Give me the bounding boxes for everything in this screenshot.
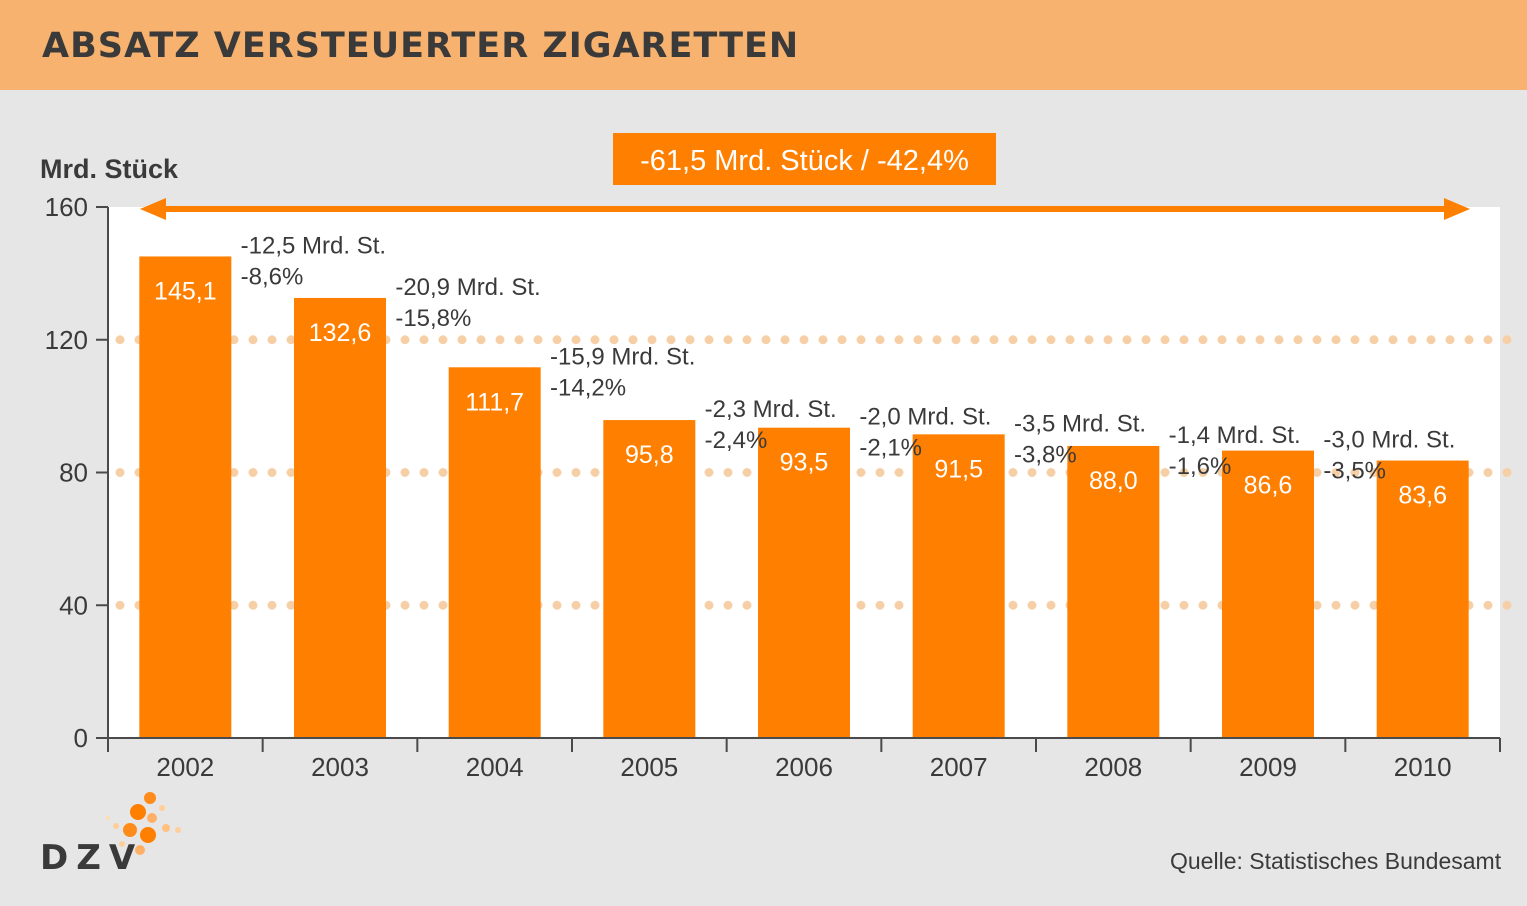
bar-value-label: 145,1 — [154, 277, 217, 305]
bar-value-label: 132,6 — [309, 319, 372, 347]
x-tick-label: 2005 — [620, 752, 678, 782]
x-tick-label: 2004 — [466, 752, 524, 782]
bar-value-label: 91,5 — [934, 455, 983, 483]
bar-value-label: 93,5 — [780, 449, 829, 477]
x-tick-label: 2006 — [775, 752, 833, 782]
y-tick-label: 40 — [59, 590, 88, 620]
change-pct-label: -1,6% — [1169, 453, 1232, 480]
x-tick-label: 2002 — [156, 752, 214, 782]
total-change-box — [613, 133, 996, 185]
bar-2007 — [912, 434, 1005, 738]
change-abs-label: -1,4 Mrd. St. — [1169, 422, 1301, 449]
y-axis-title: Mrd. Stück — [40, 154, 179, 184]
arrow-right-head — [1444, 198, 1470, 220]
x-tick-label: 2007 — [930, 752, 988, 782]
bar-2002 — [139, 256, 232, 738]
change-abs-label: -15,9 Mrd. St. — [550, 343, 695, 370]
change-pct-label: -15,8% — [395, 305, 471, 332]
change-abs-label: -3,5 Mrd. St. — [1014, 410, 1146, 437]
bar-2003 — [294, 297, 386, 738]
total-change-label: -61,5 Mrd. Stück / -42,4% — [640, 145, 969, 177]
bar-2005 — [603, 420, 696, 738]
y-tick-label: 120 — [45, 325, 88, 355]
bar-value-label: 111,7 — [465, 388, 524, 416]
change-pct-label: -2,1% — [859, 435, 922, 462]
bar-2008 — [1067, 445, 1160, 738]
bar-2004 — [448, 367, 541, 738]
change-pct-label: -14,2% — [550, 374, 626, 401]
dzv-logo-text: DZV — [40, 838, 144, 878]
change-abs-label: -3,0 Mrd. St. — [1323, 427, 1455, 454]
bar-2010 — [1376, 460, 1469, 738]
x-tick-label: 2010 — [1394, 752, 1452, 782]
x-tick-label: 2009 — [1239, 752, 1297, 782]
y-tick-label: 0 — [74, 723, 88, 753]
arrow-left-head — [140, 198, 166, 220]
y-tick-label: 160 — [45, 192, 88, 222]
change-pct-label: -8,6% — [241, 263, 304, 290]
change-pct-label: -3,5% — [1323, 458, 1386, 485]
x-tick-label: 2003 — [311, 752, 369, 782]
y-tick-label: 80 — [59, 458, 88, 488]
change-pct-label: -2,4% — [705, 427, 768, 454]
bar-2006 — [758, 427, 850, 738]
change-abs-label: -20,9 Mrd. St. — [395, 274, 540, 301]
title-bar: ABSATZ VERSTEUERTER ZIGARETTEN — [0, 0, 1527, 90]
chart-title: ABSATZ VERSTEUERTER ZIGARETTEN — [42, 26, 800, 66]
change-abs-label: -2,3 Mrd. St. — [705, 396, 837, 423]
change-pct-label: -3,8% — [1014, 441, 1077, 468]
bar-value-label: 86,6 — [1244, 472, 1293, 500]
change-abs-label: -2,0 Mrd. St. — [859, 404, 991, 431]
bar-value-label: 83,6 — [1398, 482, 1447, 510]
bar-value-label: 95,8 — [625, 441, 674, 469]
x-tick-label: 2008 — [1084, 752, 1142, 782]
bar-value-label: 88,0 — [1089, 467, 1138, 495]
dzv-logo-dots — [106, 792, 181, 855]
source-note: Quelle: Statistisches Bundesamt — [1170, 848, 1502, 874]
bar-2009 — [1222, 450, 1314, 738]
change-abs-label: -12,5 Mrd. St. — [241, 232, 386, 259]
